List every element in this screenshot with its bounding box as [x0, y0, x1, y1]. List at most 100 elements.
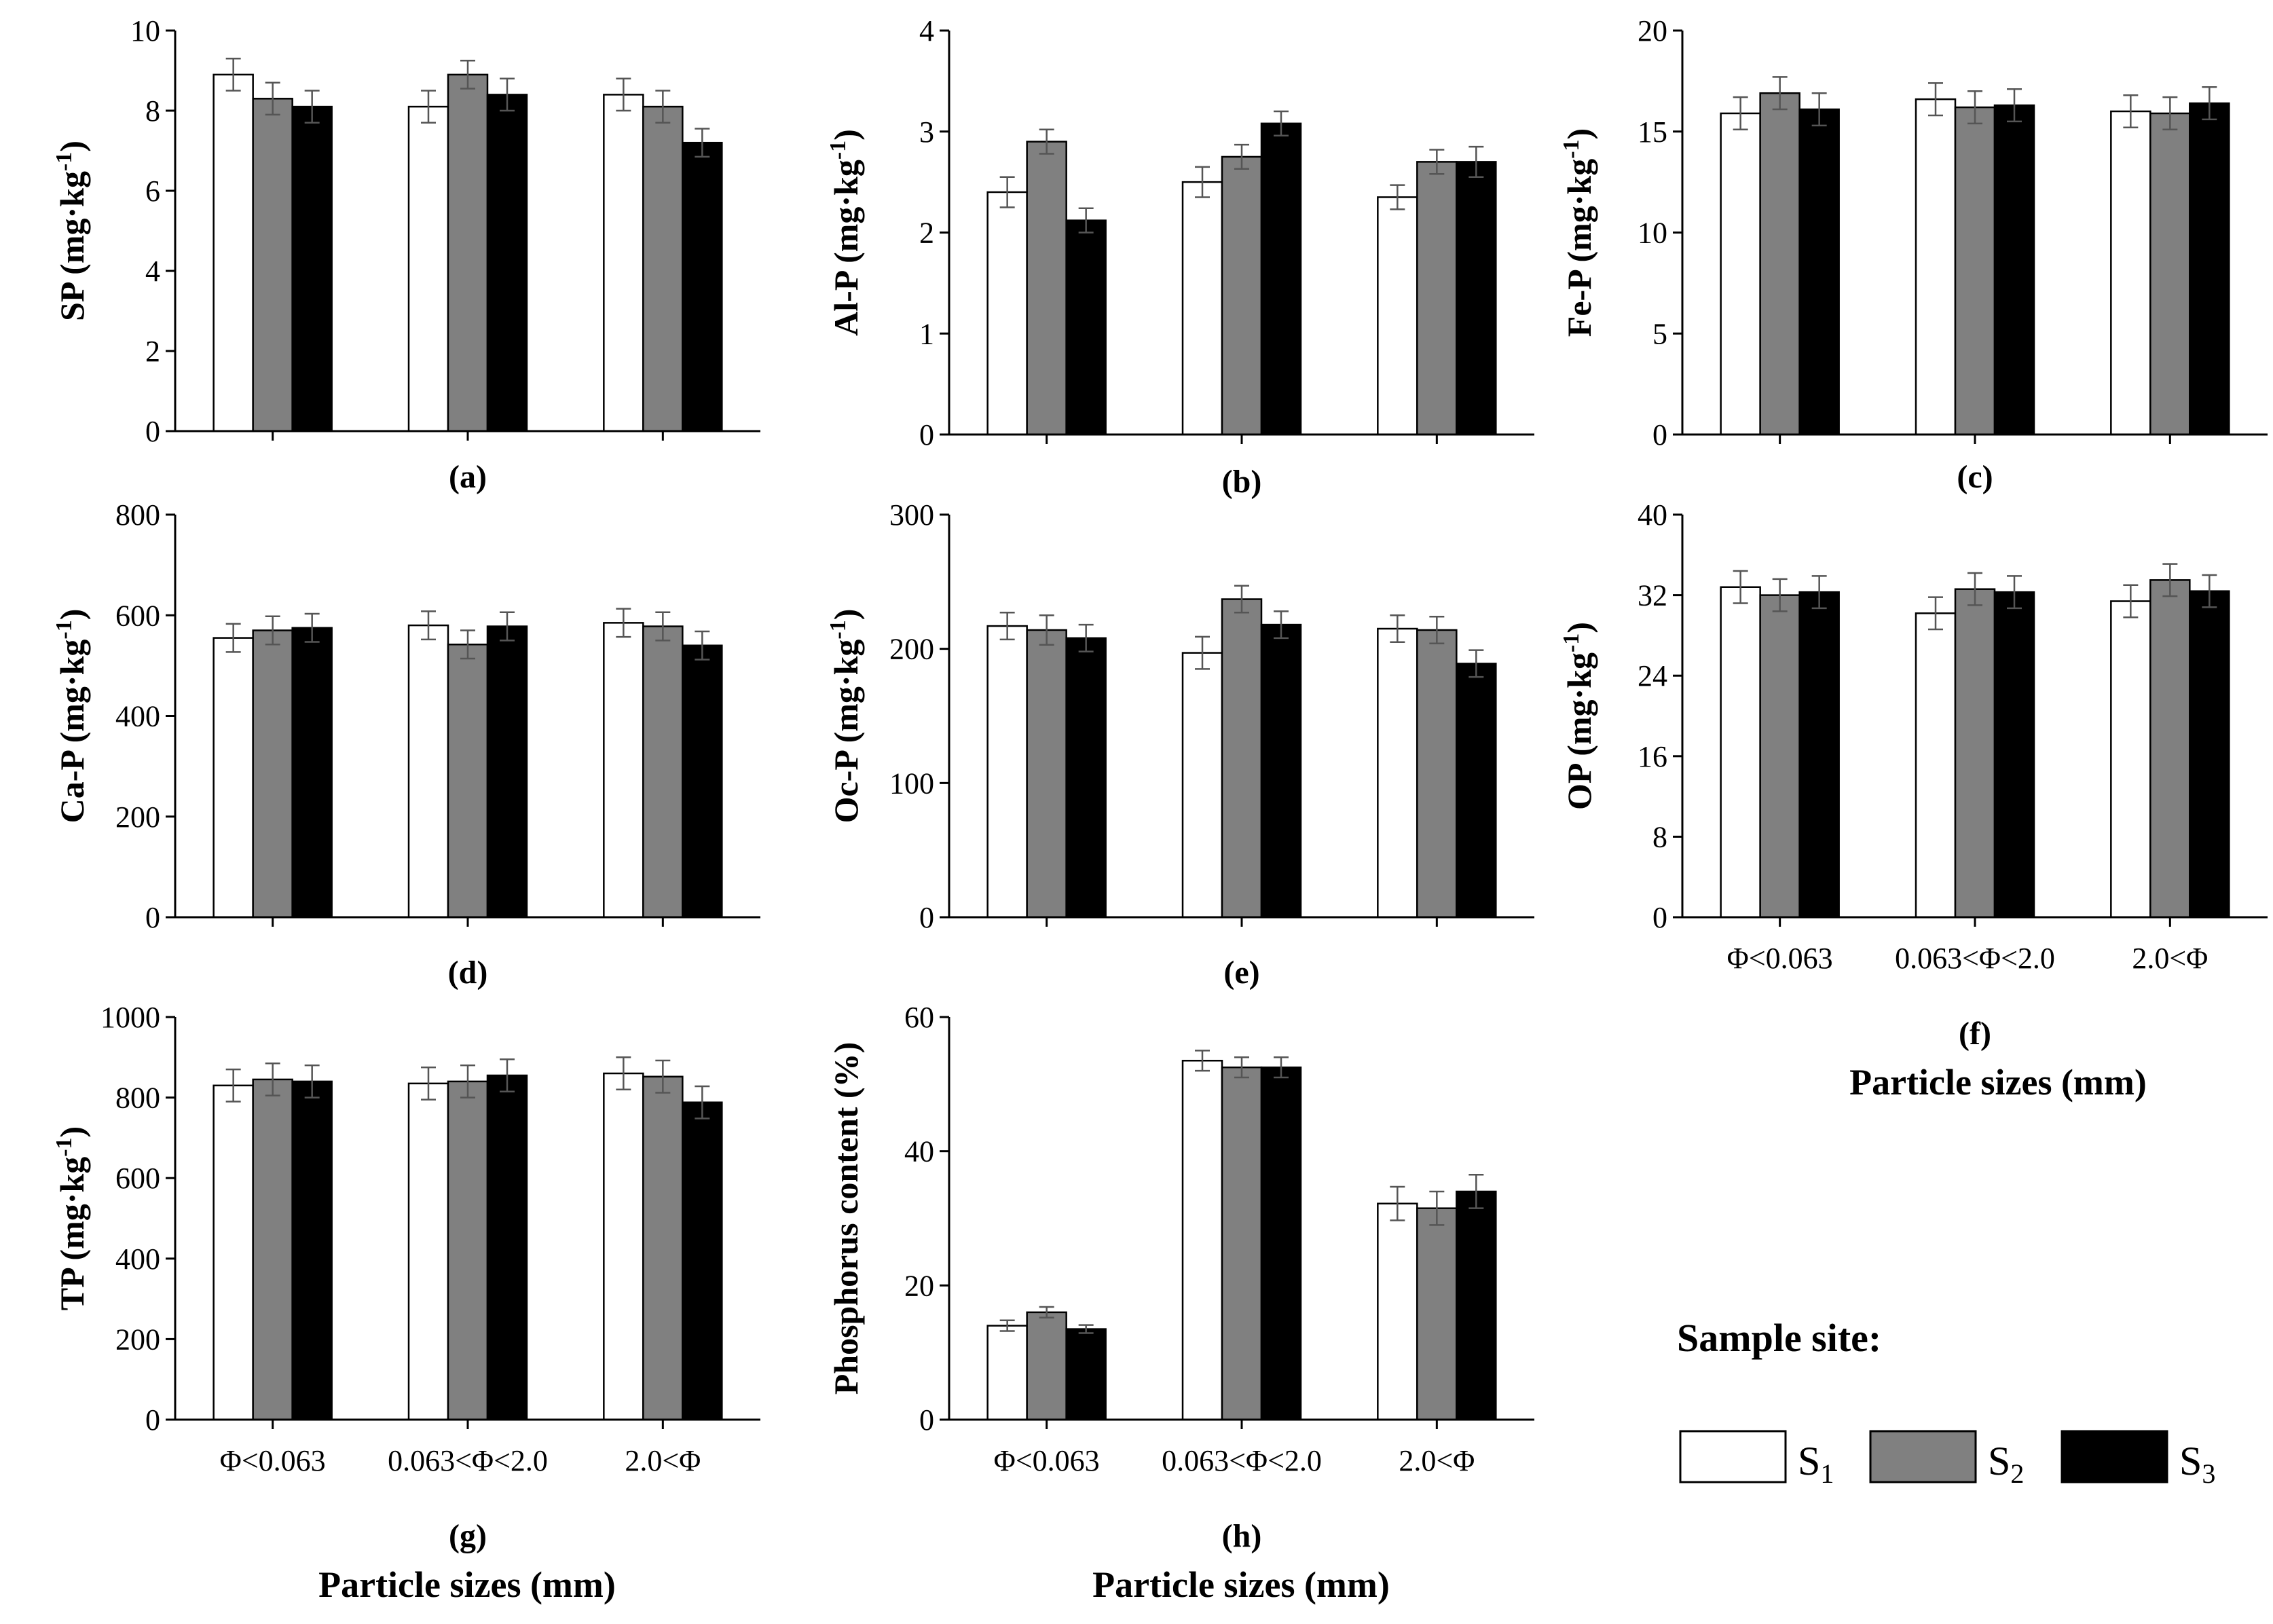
- y-tick-label: 200: [115, 800, 160, 834]
- bar-s2-2: [642, 105, 684, 432]
- y-tick-label: 0: [919, 1403, 934, 1437]
- bar-s3-1: [1260, 623, 1302, 919]
- bar-s3-1: [1260, 1066, 1302, 1421]
- bar-s1-2: [603, 1072, 644, 1421]
- y-axis-label: Fe-P (mg·kg-1): [1559, 128, 1598, 337]
- bar-s1-0: [1720, 112, 1761, 436]
- legend-swatch-s1: [1679, 1430, 1787, 1483]
- bar-s3-0: [1065, 637, 1107, 919]
- bar-s3-2: [1456, 161, 1497, 436]
- bar-s1-2: [603, 94, 644, 432]
- y-axis-label: Oc-P (mg·kg-1): [826, 609, 865, 824]
- bar-s3-1: [1260, 122, 1302, 436]
- x-axis-title-g: Particle sizes (mm): [318, 1564, 616, 1605]
- y-tick-label: 20: [904, 1269, 934, 1302]
- x-tick-label: Φ<0.063: [1727, 942, 1833, 975]
- y-tick-label: 40: [1638, 498, 1667, 532]
- y-tick-label: 8: [1652, 820, 1667, 853]
- x-tick-label: 2.0<Φ: [2132, 942, 2208, 975]
- bar-s2-1: [447, 1080, 489, 1421]
- chart-panel-4: 0 100 200 300 Oc-P (mg·kg-1) (e): [826, 498, 1534, 991]
- y-axis-label: TP (mg·kg-1): [52, 1126, 91, 1310]
- bar-s1-0: [986, 1325, 1028, 1421]
- bar-s2-2: [1416, 161, 1458, 436]
- y-tick-label: 15: [1638, 115, 1667, 149]
- bar-s3-0: [291, 627, 333, 919]
- bar-s3-1: [486, 1074, 528, 1421]
- y-tick-label: 10: [130, 14, 160, 48]
- chart-panel-5: 0 8 16 24 32 40 Φ<0.063 0.063<Φ<2.0 2.0<Φ OP (mg·…: [1559, 498, 2268, 1052]
- bar-s3-2: [682, 141, 723, 432]
- chart-panel-6: 0 200 400 600 800 1000 Φ<0.063 0.063<Φ<2.0 2.0<Φ…: [52, 1001, 760, 1554]
- bar-s2-0: [252, 98, 293, 432]
- bar-s3-1: [486, 94, 528, 432]
- bar-s3-2: [2189, 590, 2230, 919]
- bar-s2-2: [642, 1075, 684, 1421]
- x-tick-label: 0.063<Φ<2.0: [388, 1444, 548, 1477]
- bar-s3-1: [1993, 104, 2035, 436]
- y-tick-label: 0: [919, 418, 934, 451]
- bar-s1-2: [603, 622, 644, 919]
- y-tick-label: 800: [115, 1082, 160, 1115]
- y-axis-label: OP (mg·kg-1): [1559, 622, 1598, 810]
- y-tick-label: 400: [115, 1242, 160, 1276]
- bar-s2-1: [1221, 155, 1263, 436]
- y-tick-label: 10: [1638, 217, 1667, 250]
- y-tick-label: 600: [115, 599, 160, 632]
- y-tick-label: 1000: [100, 1001, 160, 1034]
- y-tick-label: 4: [919, 14, 934, 48]
- bar-s1-0: [986, 191, 1028, 436]
- bar-s2-1: [447, 73, 489, 432]
- bar-s1-1: [407, 1082, 449, 1421]
- y-tick-label: 200: [889, 633, 934, 666]
- y-tick-label: 0: [919, 901, 934, 934]
- bar-s1-0: [212, 1084, 254, 1421]
- chart-panel-2: 0 5 10 15 20 Fe-P (mg·kg-1) (c): [1559, 14, 2268, 495]
- y-tick-label: 4: [145, 255, 160, 288]
- y-tick-label: 32: [1638, 579, 1667, 612]
- chart-panel-0: 0 2 4 6 8 10 SP (mg·kg-1) (a): [52, 14, 760, 495]
- bar-s3-2: [1456, 663, 1497, 919]
- y-tick-label: 40: [904, 1135, 934, 1168]
- bar-s3-2: [682, 644, 723, 919]
- bar-s1-1: [1181, 1059, 1223, 1421]
- y-tick-label: 3: [919, 115, 934, 149]
- bar-s2-2: [1416, 629, 1458, 919]
- bar-s2-1: [1954, 588, 1996, 919]
- legend-label-s2: S2: [1988, 1439, 2024, 1489]
- bar-s2-0: [1026, 629, 1067, 919]
- bar-s1-1: [407, 105, 449, 432]
- bar-s2-2: [1416, 1207, 1458, 1421]
- bar-s2-1: [1221, 598, 1263, 919]
- bar-s2-2: [2149, 579, 2191, 919]
- legend: Sample site: S1 S2 S3: [1677, 1316, 2215, 1489]
- bar-s1-2: [2110, 600, 2151, 919]
- y-tick-label: 300: [889, 498, 934, 532]
- bar-s1-0: [1720, 586, 1761, 919]
- legend-swatch-s3: [2061, 1430, 2168, 1483]
- bar-s3-0: [291, 105, 333, 432]
- bar-s1-2: [1377, 196, 1418, 436]
- x-tick-label: 2.0<Φ: [1399, 1444, 1475, 1477]
- panel-label: (e): [1223, 955, 1259, 991]
- y-tick-label: 16: [1638, 740, 1667, 773]
- y-tick-label: 60: [904, 1001, 934, 1034]
- chart-panel-3: 0 200 400 600 800 Ca-P (mg·kg-1) (d): [52, 498, 760, 991]
- bar-s2-0: [252, 1078, 293, 1421]
- y-tick-label: 2: [919, 217, 934, 250]
- bar-s1-2: [1377, 627, 1418, 919]
- panel-label: (a): [449, 459, 487, 495]
- y-axis-label: Ca-P (mg·kg-1): [52, 609, 91, 824]
- y-tick-label: 2: [145, 335, 160, 368]
- bar-s2-2: [2149, 112, 2191, 436]
- bar-s1-1: [1181, 181, 1223, 436]
- bar-s2-0: [1026, 1311, 1067, 1421]
- bar-s3-0: [1065, 1328, 1107, 1421]
- y-tick-label: 6: [145, 174, 160, 208]
- legend-title: Sample site:: [1677, 1316, 1881, 1360]
- bar-s1-2: [2110, 110, 2151, 436]
- panel-label: (b): [1222, 464, 1262, 500]
- bar-s3-0: [1798, 108, 1840, 436]
- y-tick-label: 8: [145, 94, 160, 128]
- x-tick-label: Φ<0.063: [994, 1444, 1100, 1477]
